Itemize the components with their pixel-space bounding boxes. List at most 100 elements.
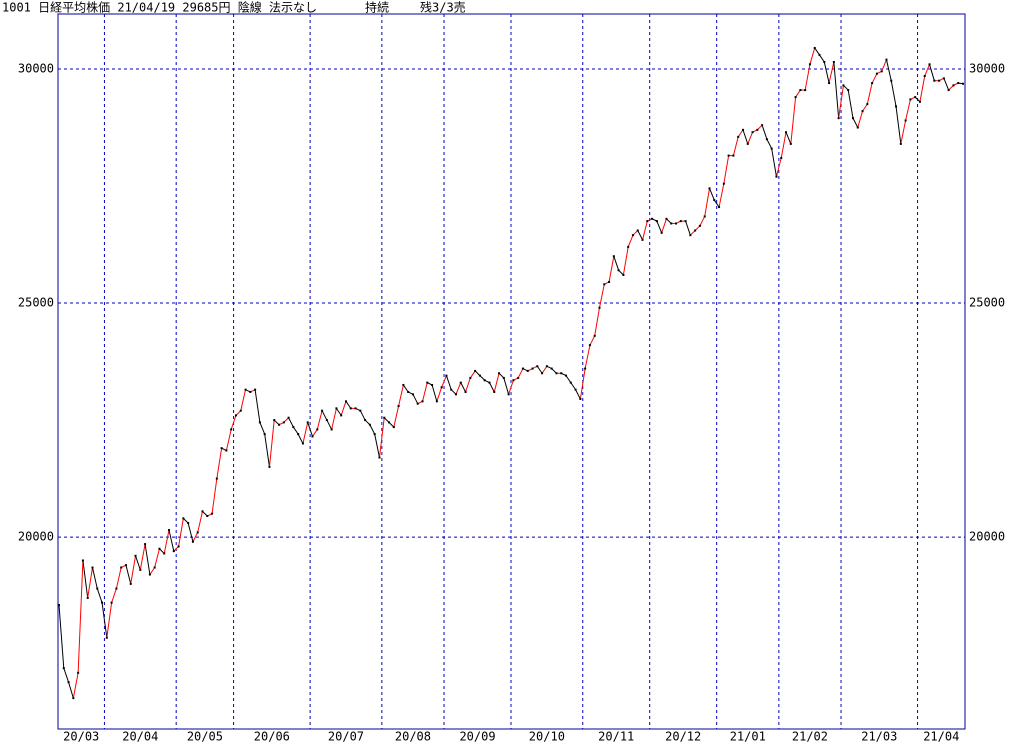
- price-dot: [297, 433, 300, 436]
- price-dot: [287, 416, 290, 419]
- price-dot: [665, 217, 668, 220]
- price-segment: [541, 365, 548, 374]
- price-dot: [856, 126, 859, 129]
- price-dot: [454, 393, 457, 396]
- price-dot: [885, 58, 888, 61]
- price-segment: [508, 380, 514, 395]
- price-segment: [890, 80, 897, 107]
- price-dot: [923, 75, 926, 78]
- price-dot: [622, 273, 625, 276]
- price-dot: [215, 477, 218, 480]
- x-tick-label: 21/03: [861, 730, 897, 744]
- price-dot: [947, 89, 950, 92]
- price-dot: [488, 381, 491, 384]
- price-segment: [575, 389, 581, 400]
- price-segment: [785, 132, 792, 145]
- price-segment: [642, 221, 648, 240]
- price-segment: [732, 136, 739, 156]
- price-dot: [110, 601, 113, 604]
- price-segment: [331, 408, 337, 430]
- price-dot: [201, 510, 204, 513]
- price-dot: [890, 79, 893, 82]
- price-segment: [804, 64, 811, 91]
- price-dot: [440, 386, 443, 389]
- y-tick-label-right: 30000: [969, 62, 1005, 76]
- price-dot: [718, 206, 721, 209]
- price-dot: [761, 124, 764, 127]
- price-dot: [330, 428, 333, 431]
- price-dot: [416, 402, 419, 405]
- y-tick-label: 30000: [18, 62, 54, 76]
- x-tick-label: 20/03: [63, 730, 99, 744]
- price-segment: [398, 384, 404, 407]
- y-tick-label-right: 25000: [969, 296, 1005, 310]
- price-dot: [804, 89, 807, 92]
- price-segment: [321, 410, 328, 421]
- price-dot: [306, 421, 309, 424]
- price-dot: [670, 222, 673, 225]
- price-dot: [435, 400, 438, 403]
- price-dot: [770, 147, 773, 150]
- price-segment: [192, 532, 199, 542]
- price-dot: [258, 421, 261, 424]
- price-segment: [149, 567, 156, 575]
- price-segment: [374, 434, 380, 458]
- price-dot: [244, 388, 247, 391]
- price-segment: [718, 183, 725, 208]
- price-dot: [579, 398, 582, 400]
- price-segment: [340, 401, 347, 416]
- price-dot: [282, 421, 285, 424]
- price-dot: [928, 63, 931, 66]
- price-dot: [727, 154, 730, 157]
- price-dot: [555, 372, 558, 375]
- x-tick-label: 20/05: [187, 730, 223, 744]
- price-dot: [502, 376, 505, 379]
- price-segment: [536, 365, 543, 374]
- price-segment: [661, 218, 667, 233]
- price-segment: [737, 129, 744, 138]
- price-segment: [704, 188, 710, 217]
- price-dot: [120, 566, 123, 569]
- price-dot: [646, 220, 649, 223]
- price-dot: [172, 550, 175, 553]
- price-segment: [445, 375, 452, 390]
- y-tick-label-right: 20000: [969, 530, 1005, 544]
- price-dot: [182, 517, 185, 520]
- price-segment: [862, 103, 868, 112]
- price-dot: [741, 128, 744, 131]
- price-dot: [861, 110, 864, 113]
- price-segment: [795, 89, 801, 98]
- price-dot: [163, 552, 166, 555]
- price-dot: [694, 229, 697, 232]
- price-segment: [436, 387, 443, 402]
- price-segment: [570, 382, 576, 390]
- price-dot: [904, 119, 907, 122]
- price-dot: [851, 117, 854, 120]
- price-segment: [345, 401, 352, 409]
- price-dot: [263, 433, 266, 436]
- price-segment: [622, 246, 629, 276]
- price-segment: [924, 64, 930, 77]
- price-segment: [378, 417, 385, 458]
- price-dot: [612, 255, 615, 258]
- price-dot: [431, 383, 434, 386]
- price-segment: [489, 382, 495, 393]
- price-dot: [512, 379, 515, 382]
- price-dot: [373, 433, 376, 436]
- price-segment: [589, 335, 596, 346]
- price-segment: [369, 424, 376, 435]
- price-segment: [72, 672, 79, 699]
- price-dot: [794, 96, 797, 99]
- price-dot: [962, 82, 964, 85]
- price-dot: [392, 426, 395, 429]
- price-segment: [885, 59, 892, 81]
- price-dot: [273, 419, 276, 422]
- price-dot: [134, 554, 137, 557]
- price-dot: [938, 79, 941, 82]
- price-dot: [153, 566, 156, 569]
- price-segment: [402, 384, 409, 393]
- price-dot: [225, 449, 228, 452]
- x-tick-label: 21/01: [730, 730, 766, 744]
- price-dot: [187, 522, 190, 525]
